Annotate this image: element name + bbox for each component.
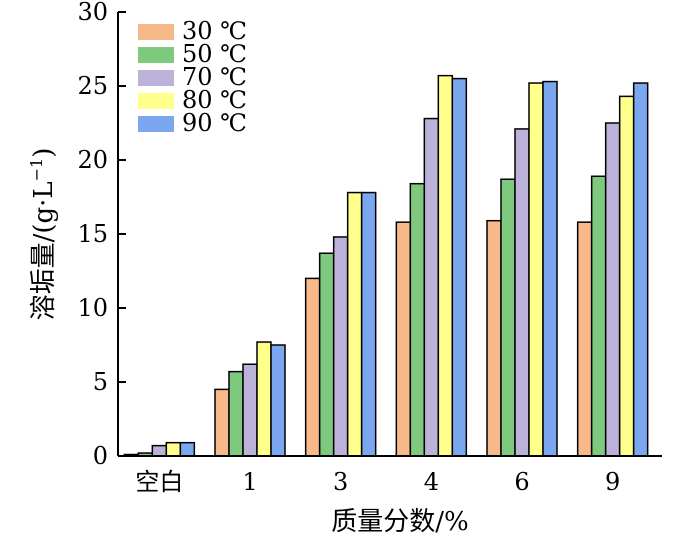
bar xyxy=(360,191,377,457)
y-tick-label: 0 xyxy=(93,442,108,470)
y-tick-label: 5 xyxy=(93,368,108,396)
bar xyxy=(618,95,635,457)
legend-label: 70 ℃ xyxy=(182,63,247,91)
bar xyxy=(423,117,440,457)
bar xyxy=(214,388,230,457)
x-tick-label: 空白 xyxy=(135,468,183,496)
y-ticks-group: 0 5 10 15 20 25 30 xyxy=(77,0,126,470)
y-axis-title-superscript: −1 xyxy=(27,158,46,182)
y-tick-label: 15 xyxy=(77,220,108,248)
y-tick-label: 10 xyxy=(77,294,108,322)
x-tick-label: 3 xyxy=(333,468,348,496)
bar xyxy=(318,252,335,457)
legend-label: 80 ℃ xyxy=(182,86,247,114)
y-tick-label: 20 xyxy=(77,146,108,174)
bar xyxy=(228,370,244,457)
bar xyxy=(437,74,454,457)
x-axis-title: 质量分数/% xyxy=(331,507,468,537)
bar xyxy=(604,122,621,457)
bar xyxy=(500,178,516,457)
y-axis-title-tail: ) xyxy=(29,148,59,158)
bar xyxy=(151,444,168,457)
x-tick-label: 4 xyxy=(424,468,439,496)
bar xyxy=(409,182,426,457)
legend-swatch xyxy=(138,93,174,109)
bar xyxy=(179,441,196,457)
bar xyxy=(486,219,502,457)
svg-text:溶垢量/(g·L−1): 溶垢量/(g·L−1) xyxy=(27,148,59,321)
bar xyxy=(332,236,349,457)
legend-label: 50 ℃ xyxy=(182,40,247,68)
y-tick-label: 25 xyxy=(77,72,108,100)
bar xyxy=(542,80,558,457)
bar xyxy=(576,221,593,457)
legend-swatch xyxy=(138,116,174,132)
x-ticks-group: 空白 1 3 4 6 9 xyxy=(135,468,620,496)
legend: 30 ℃50 ℃70 ℃80 ℃90 ℃ xyxy=(138,17,247,137)
bar xyxy=(395,221,412,457)
bar xyxy=(346,191,363,457)
x-tick-label: 9 xyxy=(605,468,620,496)
y-tick-label: 30 xyxy=(77,0,108,26)
bar xyxy=(632,82,649,457)
bar xyxy=(590,175,607,457)
y-axis-title-main: 溶垢量/(g·L xyxy=(29,181,59,320)
y-axis-title: 溶垢量/(g·L−1) xyxy=(27,148,59,321)
legend-label: 30 ℃ xyxy=(182,17,247,45)
bar xyxy=(451,77,468,457)
legend-swatch xyxy=(138,47,174,63)
bar xyxy=(270,344,286,457)
legend-label: 90 ℃ xyxy=(182,109,247,137)
legend-swatch xyxy=(138,70,174,86)
bar xyxy=(242,363,258,457)
bar xyxy=(165,441,182,457)
bar xyxy=(514,128,530,457)
x-tick-label: 6 xyxy=(514,468,529,496)
bar xyxy=(304,277,321,457)
bar xyxy=(256,341,272,457)
bar xyxy=(528,82,544,457)
x-tick-label: 1 xyxy=(242,468,257,496)
legend-swatch xyxy=(138,24,174,40)
